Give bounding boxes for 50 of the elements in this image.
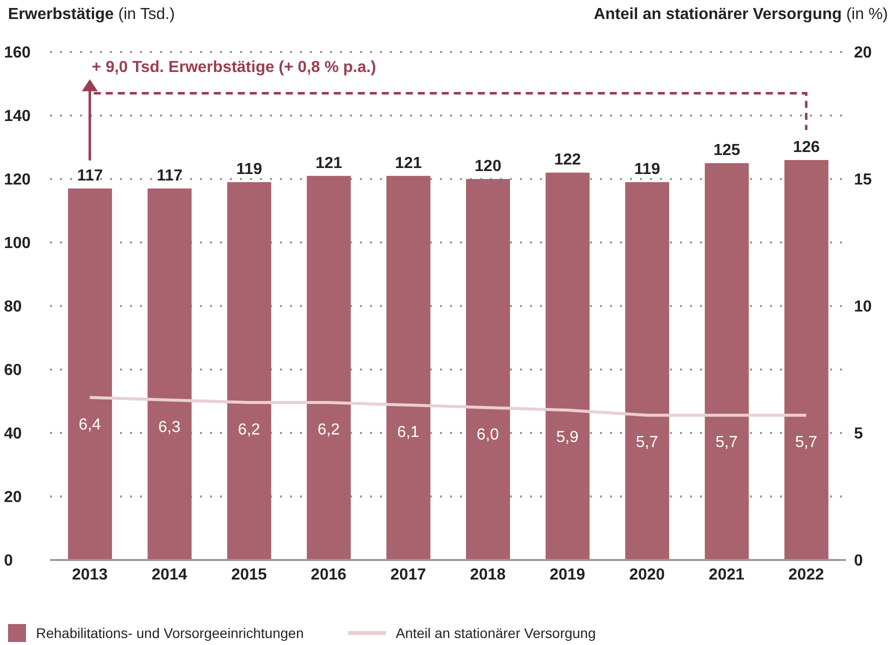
y-tick-label: 160 <box>4 44 31 62</box>
data-label: 126 <box>793 138 820 156</box>
y2-tick-label: 10 <box>854 298 872 316</box>
data-label: 5,9 <box>556 429 579 446</box>
y2-tick-label: 15 <box>854 172 872 189</box>
y2-tick-label: 5 <box>854 426 863 443</box>
x-tick-label: 2022 <box>788 566 824 584</box>
data-label: 6,1 <box>397 424 420 442</box>
x-tick-label: 2014 <box>152 566 188 584</box>
x-tick-label: 2016 <box>310 566 346 584</box>
data-label: 6,0 <box>476 426 500 444</box>
legend-label: Anteil an stationärer Versorgung <box>396 625 596 641</box>
x-tick-label: 2015 <box>231 566 267 584</box>
x-tick-label: 2017 <box>390 566 426 584</box>
x-tick-label: 2020 <box>629 566 665 584</box>
legend-label: Rehabilitations- und Vorsorgeeinrichtungen <box>36 625 304 641</box>
data-label: 6,2 <box>317 422 340 439</box>
data-label: 117 <box>77 168 104 185</box>
data-label: 121 <box>315 154 342 172</box>
line-series <box>88 396 808 417</box>
y-tick-label: 60 <box>4 362 22 380</box>
data-label: 125 <box>713 142 740 160</box>
y-tick-label: 140 <box>4 108 31 126</box>
x-tick-label: 2019 <box>550 566 586 584</box>
data-label: 122 <box>554 152 582 169</box>
y-tick-label: 120 <box>4 172 31 189</box>
data-label: 119 <box>634 161 660 178</box>
y-tick-label: 40 <box>4 426 22 443</box>
data-label: 119 <box>236 161 262 178</box>
y-axis-title: Erwerbstätige (in Tsd.) <box>8 6 175 24</box>
data-label: 5,7 <box>636 434 658 452</box>
data-label: 121 <box>395 154 422 172</box>
y-tick-label: 100 <box>4 235 31 252</box>
y-tick-label: 0 <box>4 552 13 570</box>
annotation: + 9,0 Tsd. Erwerbstätige (+ 0,8 % p.a.) <box>92 59 376 78</box>
x-tick-label: 2013 <box>72 566 108 584</box>
data-label: 5,7 <box>795 434 818 452</box>
data-label: 5,7 <box>715 434 738 452</box>
data-label: 6,3 <box>158 418 181 436</box>
y2-tick-label: 20 <box>854 44 872 62</box>
y2-axis-title: Anteil an stationärer Versorgung (in %) <box>594 6 888 24</box>
x-tick-label: 2018 <box>470 566 506 584</box>
y-tick-label: 20 <box>4 489 22 506</box>
y-tick-label: 80 <box>4 298 22 316</box>
data-label: 120 <box>474 158 502 175</box>
data-label: 6,2 <box>238 422 260 439</box>
x-tick-label: 2021 <box>708 566 744 584</box>
data-label: 117 <box>156 168 183 185</box>
y2-tick-label: 0 <box>854 552 863 570</box>
data-label: 6,4 <box>78 416 102 434</box>
